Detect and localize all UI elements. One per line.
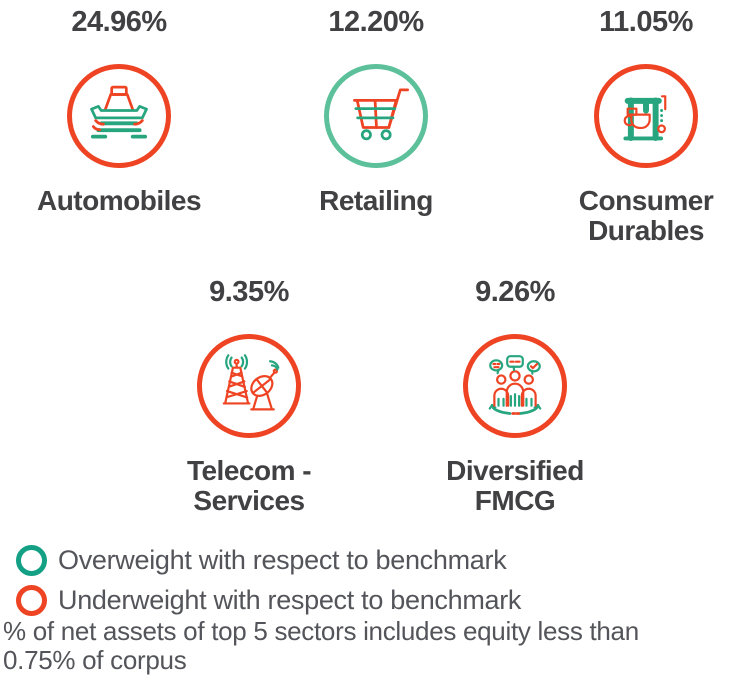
sector-label: Automobiles	[36, 185, 202, 216]
underweight-status-ring	[197, 334, 301, 438]
underweight-status-ring	[463, 334, 567, 438]
footnote-line-2: 0.75% of corpus	[3, 645, 187, 675]
sector-label: Retailing	[319, 185, 433, 216]
shopping-cart-icon	[353, 88, 409, 141]
overweight-ring-icon	[16, 544, 47, 576]
legend-label: Overweight with respect to benchmark	[58, 544, 507, 575]
sector-label: Diversified FMCG	[446, 455, 584, 516]
underweight-status-ring	[594, 64, 698, 168]
legend-row-overweight: Overweight with respect to benchmark	[16, 540, 521, 580]
footnote-line-1: % of net assets of top 5 sectors include…	[3, 616, 639, 646]
underweight-ring-icon	[16, 584, 47, 616]
sector-label: Telecom - Services	[186, 455, 312, 516]
sector-label: Consumer Durables	[578, 185, 714, 246]
sector-percentage: 12.20%	[328, 6, 424, 38]
underweight-status-ring	[67, 64, 171, 168]
sector-tile-telecom-services: 9.35%	[139, 276, 359, 516]
overweight-status-ring	[324, 64, 428, 168]
sector-tile-retailing: 12.20% Retailing	[266, 6, 486, 216]
sector-tile-consumer-durables: 11.05% Consumer Durables	[536, 6, 734, 246]
car-icon	[90, 85, 148, 139]
people-group-icon	[488, 355, 542, 415]
sector-tile-diversified-fmcg: 9.26%	[405, 276, 625, 516]
sector-percentage: 11.05%	[599, 6, 693, 38]
legend: Overweight with respect to benchmark Und…	[16, 540, 521, 620]
sector-tile-automobiles: 24.96% Automobiles	[9, 6, 229, 216]
coffee-machine-icon	[623, 95, 667, 141]
footnote: % of net assets of top 5 sectors include…	[3, 617, 729, 675]
sector-percentage: 24.96%	[71, 6, 167, 38]
legend-label: Underweight with respect to benchmark	[58, 584, 522, 615]
sector-percentage: 9.26%	[475, 276, 555, 308]
telecom-tower-icon	[222, 354, 280, 411]
legend-row-underweight: Underweight with respect to benchmark	[16, 580, 521, 620]
sector-percentage: 9.35%	[209, 276, 289, 308]
